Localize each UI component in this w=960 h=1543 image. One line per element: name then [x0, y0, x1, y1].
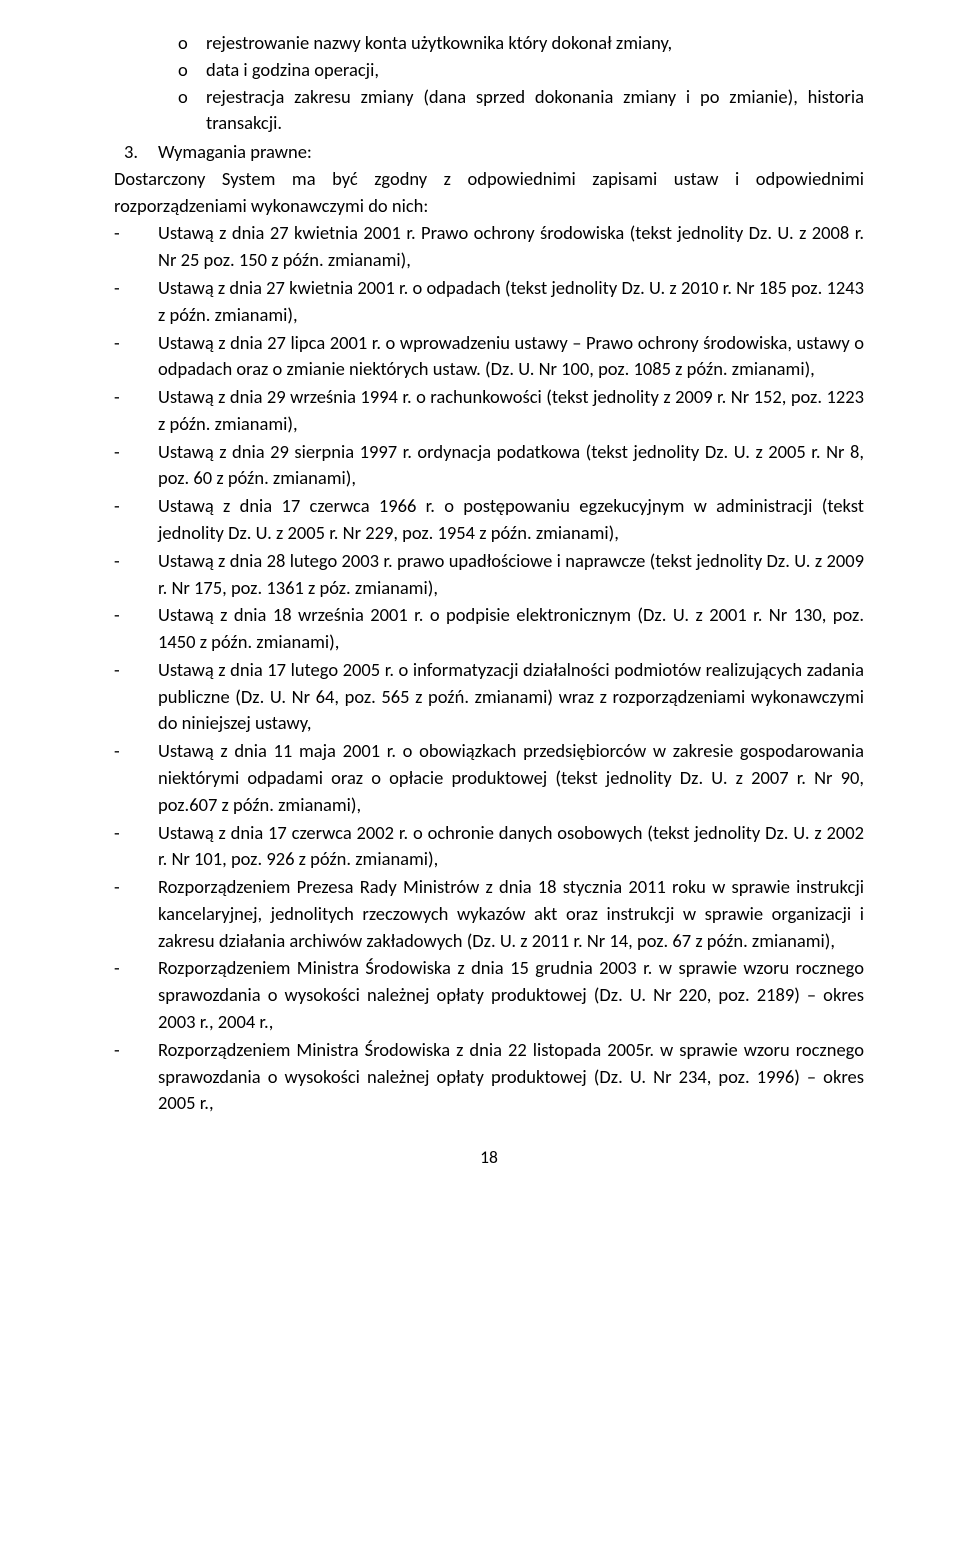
dash-text: Ustawą z dnia 29 sierpnia 1997 r. ordyna…: [158, 439, 864, 493]
dash-text: Ustawą z dnia 17 czerwca 2002 r. o ochro…: [158, 820, 864, 874]
sub-bullet-marker: o: [178, 57, 206, 84]
dash-text: Ustawą z dnia 27 kwietnia 2001 r. Prawo …: [158, 220, 864, 274]
dash-text: Ustawą z dnia 27 kwietnia 2001 r. o odpa…: [158, 275, 864, 329]
dash-item: - Ustawą z dnia 27 lipca 2001 r. o wprow…: [114, 330, 864, 384]
dash-text: Ustawą z dnia 11 maja 2001 r. o obowiązk…: [158, 738, 864, 818]
intro-paragraph: Dostarczony System ma być zgodny z odpow…: [114, 166, 864, 220]
sub-bullet-marker: o: [178, 30, 206, 57]
dash-text: Ustawą z dnia 27 lipca 2001 r. o wprowad…: [158, 330, 864, 384]
dash-marker: -: [114, 384, 158, 411]
dash-marker: -: [114, 275, 158, 302]
sub-bullet-item: o data i godzina operacji,: [178, 57, 864, 84]
dash-text: Rozporządzeniem Ministra Środowiska z dn…: [158, 1037, 864, 1117]
dash-item: - Rozporządzeniem Prezesa Rady Ministrów…: [114, 874, 864, 954]
dash-marker: -: [114, 955, 158, 982]
dash-item: - Ustawą z dnia 28 lutego 2003 r. prawo …: [114, 548, 864, 602]
sub-bullet-text: rejestracja zakresu zmiany (dana sprzed …: [206, 84, 864, 138]
dash-text: Ustawą z dnia 17 lutego 2005 r. o inform…: [158, 657, 864, 737]
dash-marker: -: [114, 493, 158, 520]
sub-bullet-list: o rejestrowanie nazwy konta użytkownika …: [178, 30, 864, 137]
dash-text: Rozporządzeniem Ministra Środowiska z dn…: [158, 955, 864, 1035]
dash-marker: -: [114, 330, 158, 357]
numbered-text: Wymagania prawne:: [158, 139, 864, 166]
dash-marker: -: [114, 220, 158, 247]
dash-marker: -: [114, 820, 158, 847]
sub-bullet-marker: o: [178, 84, 206, 111]
dash-marker: -: [114, 874, 158, 901]
dash-item: - Ustawą z dnia 27 kwietnia 2001 r. Praw…: [114, 220, 864, 274]
dash-marker: -: [114, 439, 158, 466]
dash-item: - Ustawą z dnia 27 kwietnia 2001 r. o od…: [114, 275, 864, 329]
dash-item: - Rozporządzeniem Ministra Środowiska z …: [114, 1037, 864, 1117]
dash-marker: -: [114, 657, 158, 684]
dash-item: - Rozporządzeniem Ministra Środowiska z …: [114, 955, 864, 1035]
dash-text: Ustawą z dnia 17 czerwca 1966 r. o postę…: [158, 493, 864, 547]
dash-item: - Ustawą z dnia 18 września 2001 r. o po…: [114, 602, 864, 656]
dash-item: - Ustawą z dnia 11 maja 2001 r. o obowią…: [114, 738, 864, 818]
sub-bullet-text: rejestrowanie nazwy konta użytkownika kt…: [206, 30, 864, 57]
dash-item: - Ustawą z dnia 17 czerwca 2002 r. o och…: [114, 820, 864, 874]
dash-item: - Ustawą z dnia 17 czerwca 1966 r. o pos…: [114, 493, 864, 547]
numbered-marker: 3.: [124, 139, 158, 166]
dash-text: Ustawą z dnia 18 września 2001 r. o podp…: [158, 602, 864, 656]
sub-bullet-item: o rejestracja zakresu zmiany (dana sprze…: [178, 84, 864, 138]
dash-item: - Ustawą z dnia 17 lutego 2005 r. o info…: [114, 657, 864, 737]
dash-text: Ustawą z dnia 28 lutego 2003 r. prawo up…: [158, 548, 864, 602]
dash-marker: -: [114, 738, 158, 765]
dash-marker: -: [114, 548, 158, 575]
sub-bullet-text: data i godzina operacji,: [206, 57, 864, 84]
dash-item: - Ustawą z dnia 29 sierpnia 1997 r. ordy…: [114, 439, 864, 493]
numbered-heading: 3. Wymagania prawne:: [124, 139, 864, 166]
dash-text: Ustawą z dnia 29 września 1994 r. o rach…: [158, 384, 864, 438]
sub-bullet-item: o rejestrowanie nazwy konta użytkownika …: [178, 30, 864, 57]
dash-list: - Ustawą z dnia 27 kwietnia 2001 r. Praw…: [114, 220, 864, 1117]
dash-item: - Ustawą z dnia 29 września 1994 r. o ra…: [114, 384, 864, 438]
dash-marker: -: [114, 1037, 158, 1064]
page-number: 18: [114, 1145, 864, 1170]
dash-text: Rozporządzeniem Prezesa Rady Ministrów z…: [158, 874, 864, 954]
dash-marker: -: [114, 602, 158, 629]
